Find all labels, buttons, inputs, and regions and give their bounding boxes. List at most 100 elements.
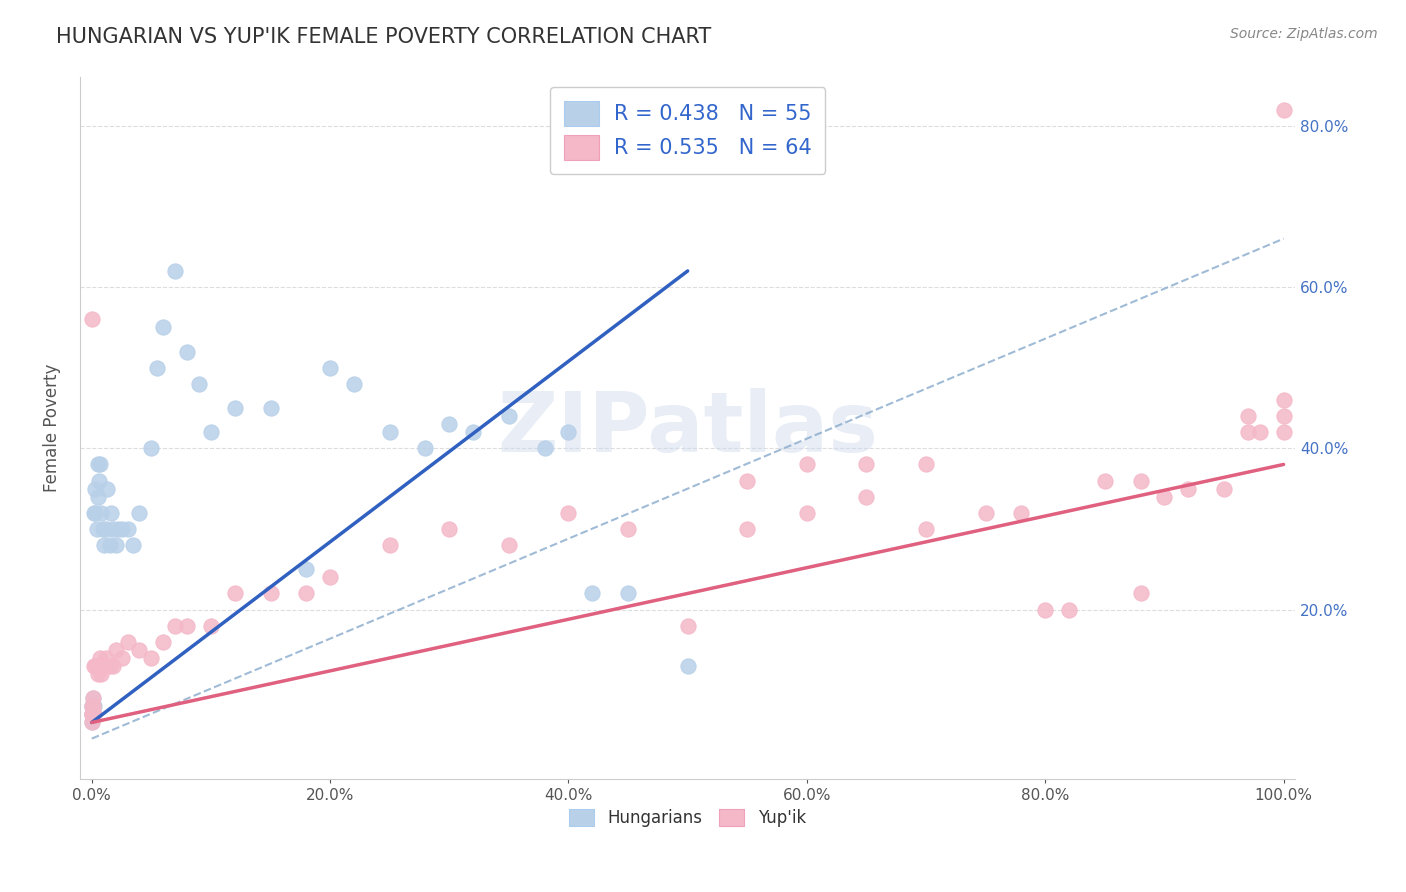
Point [128, 506, 150, 520]
Point [83, 659, 105, 673]
Point [259, 586, 281, 600]
Point [91, 522, 114, 536]
Point [80, 699, 103, 714]
Point [1129, 586, 1152, 600]
Point [1272, 103, 1295, 117]
Point [915, 458, 938, 472]
Point [224, 401, 246, 415]
Point [104, 538, 127, 552]
Point [94, 522, 117, 536]
Point [80, 699, 103, 714]
Point [86, 659, 108, 673]
Point [463, 425, 485, 440]
Point [87, 490, 110, 504]
Point [498, 409, 520, 423]
Point [87, 667, 110, 681]
Point [83, 707, 105, 722]
Point [1272, 409, 1295, 423]
Point [82, 707, 104, 722]
Point [498, 538, 520, 552]
Point [80, 707, 103, 722]
Point [617, 522, 640, 536]
Point [80, 707, 103, 722]
Point [176, 344, 198, 359]
Point [152, 320, 174, 334]
Point [146, 360, 169, 375]
Point [224, 586, 246, 600]
Point [84, 482, 107, 496]
Point [343, 376, 366, 391]
Point [128, 643, 150, 657]
Point [1272, 392, 1295, 407]
Point [82, 707, 104, 722]
Text: Source: ZipAtlas.com: Source: ZipAtlas.com [1230, 27, 1378, 41]
Point [295, 586, 318, 600]
Point [80, 715, 103, 730]
Point [141, 442, 163, 456]
Point [200, 618, 222, 632]
Point [141, 651, 163, 665]
Point [974, 506, 997, 520]
Point [415, 442, 437, 456]
Point [1033, 602, 1056, 616]
Point [176, 618, 198, 632]
Point [557, 506, 579, 520]
Point [165, 264, 187, 278]
Point [122, 538, 145, 552]
Point [98, 538, 121, 552]
Point [89, 651, 111, 665]
Point [319, 570, 342, 584]
Point [1272, 425, 1295, 440]
Point [93, 538, 115, 552]
Point [80, 715, 103, 730]
Point [93, 659, 115, 673]
Point [855, 458, 877, 472]
Point [1236, 409, 1258, 423]
Point [82, 699, 104, 714]
Point [117, 522, 139, 536]
Point [1236, 425, 1258, 440]
Point [80, 312, 103, 326]
Point [80, 707, 103, 722]
Y-axis label: Female Poverty: Female Poverty [44, 364, 60, 492]
Point [439, 522, 461, 536]
Point [165, 618, 187, 632]
Point [855, 490, 877, 504]
Text: ZIPatlas: ZIPatlas [498, 388, 879, 468]
Legend: Hungarians, Yup'ik: Hungarians, Yup'ik [562, 802, 813, 834]
Point [200, 425, 222, 440]
Point [533, 442, 555, 456]
Point [581, 586, 603, 600]
Point [676, 618, 699, 632]
Point [735, 474, 758, 488]
Point [1057, 602, 1080, 616]
Point [100, 506, 122, 520]
Point [617, 586, 640, 600]
Point [1153, 490, 1175, 504]
Point [90, 506, 112, 520]
Point [87, 458, 110, 472]
Point [104, 643, 127, 657]
Point [735, 522, 758, 536]
Point [1010, 506, 1032, 520]
Point [89, 458, 111, 472]
Point [98, 659, 121, 673]
Point [82, 691, 104, 706]
Point [94, 651, 117, 665]
Point [87, 659, 110, 673]
Point [83, 506, 105, 520]
Point [152, 635, 174, 649]
Point [259, 401, 281, 415]
Point [82, 699, 104, 714]
Point [82, 707, 104, 722]
Point [90, 667, 112, 681]
Point [188, 376, 211, 391]
Point [84, 506, 107, 520]
Point [84, 659, 107, 673]
Point [557, 425, 579, 440]
Point [319, 360, 342, 375]
Point [110, 522, 132, 536]
Point [110, 651, 132, 665]
Point [1213, 482, 1236, 496]
Text: HUNGARIAN VS YUP'IK FEMALE POVERTY CORRELATION CHART: HUNGARIAN VS YUP'IK FEMALE POVERTY CORRE… [56, 27, 711, 46]
